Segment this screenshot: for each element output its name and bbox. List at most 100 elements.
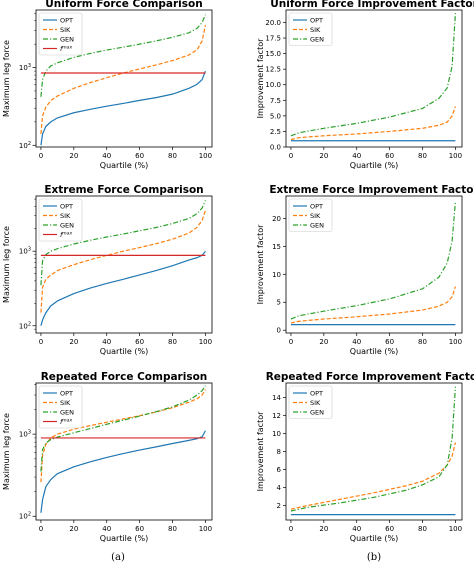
x-tick-label: 80 xyxy=(418,152,427,160)
caption-a: (a) xyxy=(111,552,125,563)
series-line-sik xyxy=(290,106,456,141)
chart-title: Uniform Force Improvement Factor xyxy=(270,0,474,10)
x-tick-label: 80 xyxy=(168,152,177,160)
legend-label: GEN xyxy=(60,408,74,416)
x-tick-label: 40 xyxy=(102,525,111,533)
caption-b: (b) xyxy=(367,552,381,563)
series-line-gen xyxy=(40,385,206,472)
y-tick-label: 12 xyxy=(272,412,281,420)
series-line-opt xyxy=(40,430,206,513)
y-tick-label: 14 xyxy=(272,394,281,402)
legend-label: OPT xyxy=(310,16,323,24)
y-tick-label: 10 xyxy=(272,271,281,279)
chart-title: Repeated Force Comparison xyxy=(41,371,208,383)
legend-label: OPT xyxy=(310,389,323,397)
series-line-sik xyxy=(40,210,206,313)
y-tick-label: 102 xyxy=(19,512,31,521)
x-tick-label: 40 xyxy=(102,152,111,160)
x-tick-label: 100 xyxy=(449,525,462,533)
series-line-gen xyxy=(290,13,457,137)
chart-title: Repeated Force Improvement Factor xyxy=(266,371,474,383)
plot-frame xyxy=(285,382,463,521)
y-tick-label: 17.5 xyxy=(265,35,281,43)
series-line-gen xyxy=(40,14,206,97)
series-line-sik xyxy=(290,442,457,510)
legend-box xyxy=(38,12,83,56)
legend-label: SIK xyxy=(60,212,71,220)
y-tick-label: 102 xyxy=(19,141,31,150)
legend-label: GEN xyxy=(60,221,74,229)
legend-label: GEN xyxy=(310,35,324,43)
chart-6: Repeated Force Improvement Factor 0 20 40 60… xyxy=(256,371,474,543)
x-axis-label: Quartile (%) xyxy=(350,161,398,170)
x-tick-label: 80 xyxy=(418,525,427,533)
legend-label: OPT xyxy=(60,389,73,397)
x-tick-label: 0 xyxy=(39,525,43,533)
series-group xyxy=(290,201,457,326)
legend-label: SIK xyxy=(60,26,71,34)
x-tick-label: 0 xyxy=(39,338,43,346)
chart-4: Extreme Force Improvement Factor 0 20 40 60 8… xyxy=(256,184,474,356)
x-tick-label: 0 xyxy=(289,338,293,346)
x-tick-label: 0 xyxy=(39,152,43,160)
y-tick-label: 103 xyxy=(19,430,31,439)
plot-frame xyxy=(35,382,213,521)
series-group xyxy=(40,385,206,513)
y-tick-label: 0.0 xyxy=(270,144,281,152)
y-tick-label: 5.0 xyxy=(270,112,281,120)
x-tick-label: 20 xyxy=(319,525,328,533)
y-tick-label: 12.5 xyxy=(265,66,281,74)
series-group xyxy=(290,13,457,142)
chart-5: Repeated Force Comparison 0 20 40 60 80 100 102… xyxy=(2,371,213,543)
y-tick-label: 2.5 xyxy=(270,128,281,136)
x-axis-label: Quartile (%) xyxy=(350,534,398,543)
x-tick-label: 60 xyxy=(385,338,394,346)
legend-label: GEN xyxy=(310,408,324,416)
y-tick-label: 4 xyxy=(277,484,282,492)
legend-label: OPT xyxy=(60,16,73,24)
x-axis-label: Quartile (%) xyxy=(100,347,148,356)
x-tick-label: 40 xyxy=(352,338,361,346)
x-tick-label: 80 xyxy=(168,525,177,533)
x-tick-label: 40 xyxy=(102,338,111,346)
legend-label: GEN xyxy=(60,35,74,43)
y-tick-label: 103 xyxy=(19,247,31,256)
x-tick-label: 20 xyxy=(319,338,328,346)
legend-label: SIK xyxy=(310,212,321,220)
y-tick-label: 0 xyxy=(277,327,281,335)
x-tick-label: 60 xyxy=(385,152,394,160)
y-tick-label: 15 xyxy=(272,243,281,251)
series-line-gen xyxy=(290,386,457,512)
y-tick-label: 8 xyxy=(277,448,281,456)
series-group xyxy=(290,386,457,516)
y-axis-label: Maximum leg force xyxy=(2,413,11,490)
x-tick-label: 60 xyxy=(385,525,394,533)
y-axis-label: Maximum leg force xyxy=(2,40,11,117)
y-tick-label: 5 xyxy=(277,299,281,307)
chart-1: Uniform Force Comparison 0 20 40 60 80 100 102 1… xyxy=(2,0,213,170)
legend-label: fmax xyxy=(60,45,72,53)
x-axis-label: Quartile (%) xyxy=(100,534,148,543)
legend-label: fmax xyxy=(60,231,72,239)
plot-frame xyxy=(35,195,213,334)
y-tick-label: 10.0 xyxy=(265,81,281,89)
y-axis-label: Improvement factor xyxy=(256,411,265,492)
plot-frame xyxy=(35,9,213,148)
x-tick-label: 20 xyxy=(69,152,78,160)
x-tick-label: 0 xyxy=(289,525,293,533)
y-tick-label: 7.5 xyxy=(270,97,281,105)
x-tick-label: 100 xyxy=(199,338,212,346)
legend-label: OPT xyxy=(60,202,73,210)
x-axis-label: Quartile (%) xyxy=(100,161,148,170)
series-line-gen xyxy=(290,201,457,320)
x-tick-label: 100 xyxy=(449,338,462,346)
y-tick-label: 20 xyxy=(272,215,281,223)
plot-frame xyxy=(285,9,463,148)
x-tick-label: 60 xyxy=(135,152,144,160)
x-tick-label: 100 xyxy=(199,152,212,160)
y-axis-label: Improvement factor xyxy=(256,38,265,119)
